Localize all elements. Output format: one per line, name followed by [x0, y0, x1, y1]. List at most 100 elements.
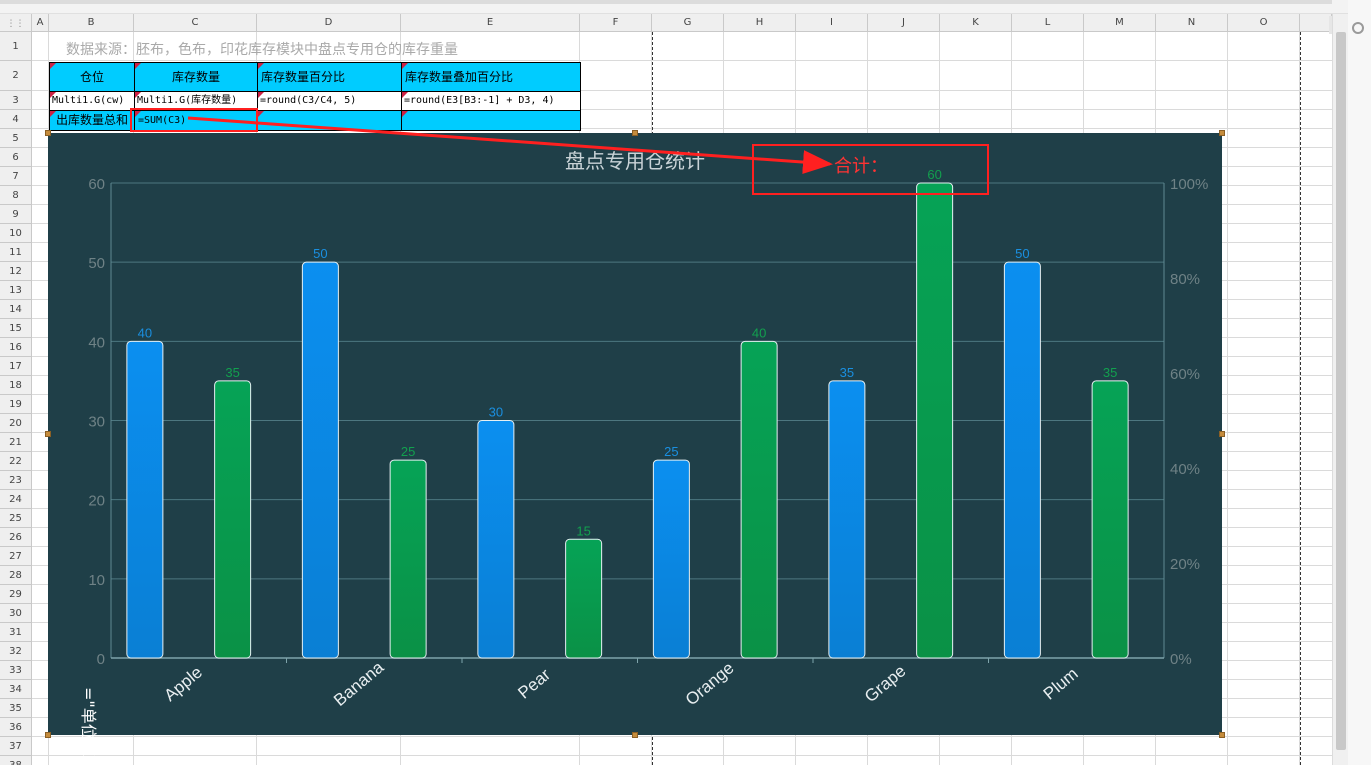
resize-handle[interactable] [45, 732, 51, 738]
bar-series1-apple [126, 340, 164, 659]
y2-tick-label: 20% [1170, 556, 1200, 573]
row-header-30[interactable]: 30 [0, 604, 32, 623]
resize-handle[interactable] [1219, 431, 1225, 437]
row-header-37[interactable]: 37 [0, 737, 32, 756]
row-header-26[interactable]: 26 [0, 528, 32, 547]
scrollbar-thumb[interactable] [1336, 32, 1346, 750]
column-header-a[interactable]: A [32, 14, 49, 32]
grid-row-line [32, 90, 1332, 91]
bar-series2-plum [1091, 380, 1129, 659]
row-header-15[interactable]: 15 [0, 319, 32, 338]
row-header-9[interactable]: 9 [0, 205, 32, 224]
resize-handle[interactable] [632, 130, 638, 136]
column-header-i[interactable]: I [796, 14, 868, 32]
resize-handle[interactable] [1219, 732, 1225, 738]
y2-tick-label: 60% [1170, 366, 1200, 383]
row-header-6[interactable]: 6 [0, 148, 32, 167]
column-header-e[interactable]: E [401, 14, 580, 32]
link-icon[interactable] [1349, 19, 1367, 37]
select-all-corner[interactable]: ⋮⋮ [0, 14, 32, 32]
grid-row-line [32, 109, 1332, 110]
row-header-24[interactable]: 24 [0, 490, 32, 509]
grid-column-line [1299, 32, 1300, 765]
y-tick-label: 40 [88, 334, 105, 351]
row-header-11[interactable]: 11 [0, 243, 32, 262]
cell-c2[interactable]: 库存数量 [134, 62, 258, 92]
grid-row-line [32, 736, 1332, 737]
row-header-21[interactable]: 21 [0, 433, 32, 452]
row-header-12[interactable]: 12 [0, 262, 32, 281]
cell-b1-title[interactable]: 数据来源：胚布，色布，印花库存模块中盘点专用仓的库存重量 [66, 41, 458, 57]
data-label: 30 [489, 405, 503, 420]
vertical-scrollbar[interactable] [1332, 14, 1348, 765]
grid-row-line [32, 60, 1332, 61]
column-header-m[interactable]: M [1084, 14, 1156, 32]
row-header-5[interactable]: 5 [0, 129, 32, 148]
toolbar-strip [0, 0, 1332, 4]
row-header-35[interactable]: 35 [0, 699, 32, 718]
row-header-7[interactable]: 7 [0, 167, 32, 186]
column-header-l[interactable]: L [1012, 14, 1084, 32]
row-header-1[interactable]: 1 [0, 32, 32, 61]
bar-chart-svg: 盘点专用仓统计01020304050600%20%40%60%80%100%40… [88, 149, 1208, 710]
cell-b4[interactable]: 出库数量总和 [49, 110, 135, 131]
row-header-2[interactable]: 2 [0, 61, 32, 91]
row-header-25[interactable]: 25 [0, 509, 32, 528]
row-header-27[interactable]: 27 [0, 547, 32, 566]
page-break-line [1300, 32, 1301, 765]
row-header-10[interactable]: 10 [0, 224, 32, 243]
cell-e4[interactable] [401, 110, 581, 131]
column-header-d[interactable]: D [257, 14, 401, 32]
row-header-20[interactable]: 20 [0, 414, 32, 433]
bar-series1-plum [1003, 261, 1041, 659]
row-header-4[interactable]: 4 [0, 110, 32, 129]
row-header-16[interactable]: 16 [0, 338, 32, 357]
row-header-32[interactable]: 32 [0, 642, 32, 661]
bar-series2-orange [740, 340, 778, 659]
data-label: 60 [927, 167, 941, 182]
bar-series2-banana [389, 459, 427, 659]
column-header-g[interactable]: G [652, 14, 724, 32]
resize-handle[interactable] [45, 431, 51, 437]
column-header-k[interactable]: K [940, 14, 1012, 32]
row-header-17[interactable]: 17 [0, 357, 32, 376]
data-label: 35 [1103, 365, 1117, 380]
y2-tick-label: 80% [1170, 271, 1200, 288]
row-header-34[interactable]: 34 [0, 680, 32, 699]
row-header-3[interactable]: 3 [0, 91, 32, 110]
row-header-23[interactable]: 23 [0, 471, 32, 490]
bar-series2-pear [565, 538, 603, 659]
resize-handle[interactable] [45, 130, 51, 136]
row-header-38[interactable]: 38 [0, 756, 32, 765]
data-label: 25 [664, 444, 678, 459]
column-header-n[interactable]: N [1156, 14, 1228, 32]
y-tick-label: 0 [97, 651, 105, 668]
row-header-36[interactable]: 36 [0, 718, 32, 737]
row-header-28[interactable]: 28 [0, 566, 32, 585]
row-header-14[interactable]: 14 [0, 300, 32, 319]
chart-object[interactable]: 盘点专用仓统计 0 10 20 30 40 50 60 0% 20% 40% 60% 80% 100% 40… [48, 133, 1222, 765]
row-header-18[interactable]: 18 [0, 376, 32, 395]
resize-handle[interactable] [632, 732, 638, 738]
column-header-b[interactable]: B [49, 14, 134, 32]
column-header-c[interactable]: C [134, 14, 257, 32]
column-header-j[interactable]: J [868, 14, 940, 32]
cell-d2[interactable]: 库存数量百分比 [257, 62, 402, 92]
data-label: 35 [225, 365, 239, 380]
column-header-o[interactable]: O [1228, 14, 1300, 32]
column-header-f[interactable]: F [580, 14, 652, 32]
grid-column-line [1227, 32, 1228, 765]
grid-row-line [32, 128, 1332, 129]
column-header-h[interactable]: H [724, 14, 796, 32]
bar-series1-banana [301, 261, 339, 659]
row-header-33[interactable]: 33 [0, 661, 32, 680]
row-header-29[interactable]: 29 [0, 585, 32, 604]
row-header-13[interactable]: 13 [0, 281, 32, 300]
row-header-22[interactable]: 22 [0, 452, 32, 471]
annotation-arrow [187, 116, 833, 175]
row-header-31[interactable]: 31 [0, 623, 32, 642]
resize-handle[interactable] [1219, 130, 1225, 136]
row-header-8[interactable]: 8 [0, 186, 32, 205]
row-header-19[interactable]: 19 [0, 395, 32, 414]
